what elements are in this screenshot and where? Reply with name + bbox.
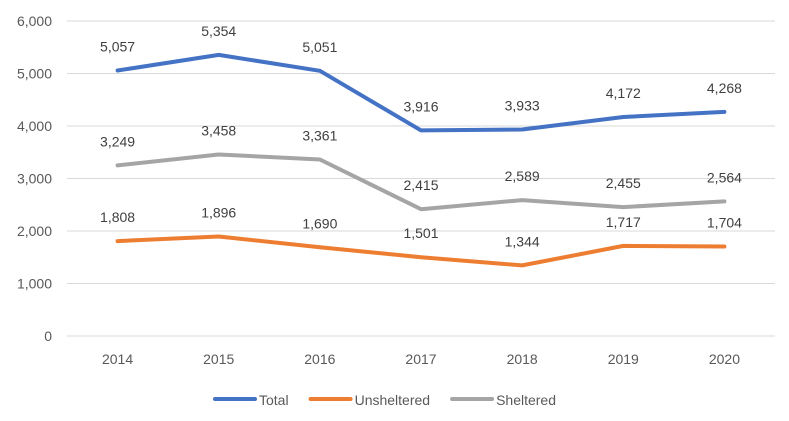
x-axis-ticks: 2014 2015 2016 2017 2018 2019 2020 (102, 351, 740, 367)
gridlines (67, 20, 775, 337)
x-tick-label: 2020 (709, 351, 740, 367)
series-lines (115, 52, 727, 268)
y-tick-label: 6,000 (17, 13, 52, 29)
data-label-sheltered: 3,361 (302, 128, 337, 144)
y-axis-ticks: 0 1,000 2,000 3,000 4,000 5,000 6,000 (17, 13, 52, 344)
data-label-unsheltered: 1,717 (606, 214, 641, 230)
data-label-total: 3,916 (403, 98, 438, 114)
series-line-unsheltered (115, 234, 727, 268)
y-tick-label: 3,000 (17, 171, 52, 187)
data-label-sheltered: 2,415 (403, 177, 438, 193)
data-label-unsheltered: 1,344 (505, 233, 540, 249)
data-label-unsheltered: 1,808 (100, 209, 135, 225)
legend-label-unsheltered: Unsheltered (355, 392, 431, 408)
data-label-unsheltered: 1,896 (201, 204, 236, 220)
data-label-total: 4,268 (707, 80, 742, 96)
x-tick-label: 2017 (405, 351, 436, 367)
data-label-total: 5,057 (100, 39, 135, 55)
data-labels: 5,057 5,354 5,051 3,916 3,933 4,172 4,268 1,808… (100, 23, 742, 250)
data-label-unsheltered: 1,690 (302, 215, 337, 231)
y-tick-label: 2,000 (17, 223, 52, 239)
data-label-sheltered: 2,589 (505, 168, 540, 184)
x-tick-label: 2016 (304, 351, 335, 367)
data-label-sheltered: 2,455 (606, 175, 641, 191)
data-label-sheltered: 2,564 (707, 169, 742, 185)
legend: Total Unsheltered Sheltered (213, 392, 556, 408)
data-label-total: 3,933 (505, 98, 540, 114)
x-tick-label: 2019 (608, 351, 639, 367)
data-label-sheltered: 3,458 (201, 122, 236, 138)
x-tick-label: 2015 (203, 351, 234, 367)
legend-label-sheltered: Sheltered (496, 392, 556, 408)
series-line-sheltered (115, 152, 727, 212)
x-tick-label: 2018 (507, 351, 538, 367)
data-label-total: 5,354 (201, 23, 236, 39)
data-label-unsheltered: 1,501 (403, 225, 438, 241)
y-tick-label: 5,000 (17, 66, 52, 82)
data-label-unsheltered: 1,704 (707, 215, 742, 231)
data-label-sheltered: 3,249 (100, 133, 135, 149)
series-line-total (115, 52, 727, 133)
legend-label-total: Total (259, 392, 289, 408)
x-tick-label: 2014 (102, 351, 133, 367)
y-tick-label: 0 (44, 328, 52, 344)
data-label-total: 5,051 (302, 39, 337, 55)
data-label-total: 4,172 (606, 85, 641, 101)
y-tick-label: 1,000 (17, 276, 52, 292)
y-tick-label: 4,000 (17, 118, 52, 134)
